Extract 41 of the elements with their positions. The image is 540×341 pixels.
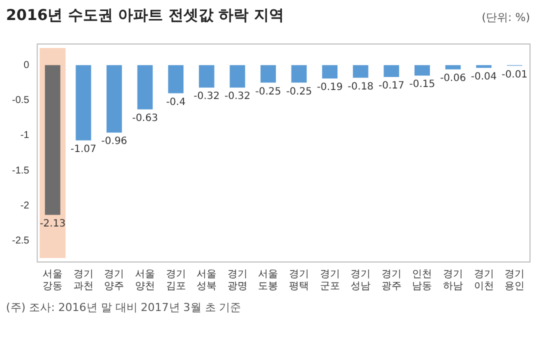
x-tick-label: 서울 양천	[135, 268, 156, 292]
data-label: -0.15	[409, 79, 436, 90]
text: (주) 조사: 2016년 말 대비 2017년 3월 초 기준	[6, 300, 242, 316]
y-tick-label: -2	[20, 200, 30, 212]
x-tick-label: 경기 하남	[443, 268, 464, 292]
data-label: -0.32	[194, 91, 220, 102]
data-label: -0.63	[132, 112, 158, 124]
y-tick-label: -0.5	[12, 95, 30, 106]
chart-title: 2016년 수도권 아파트 전셋값 하락 지역	[6, 6, 284, 25]
x-tick-label: 경기 광주	[381, 268, 402, 292]
x-tick-label: 경기 양주	[104, 268, 124, 292]
y-tick-label: -1.5	[12, 165, 30, 176]
data-label: -0.19	[316, 82, 343, 94]
x-tick-label: 서울 도봉	[258, 268, 278, 292]
data-label: -2.13	[40, 218, 66, 230]
y-tick-label: -1	[20, 130, 30, 142]
x-tick-label: 서울 성북	[196, 268, 217, 292]
y-tick-label: -2.5	[12, 236, 30, 247]
data-label: -0.01	[502, 69, 528, 80]
data-label: -0.25	[255, 86, 282, 98]
x-tick-label: 경기 평택	[289, 268, 310, 292]
data-label: -0.18	[348, 81, 374, 92]
x-tick-label: 경기 광명	[227, 268, 248, 292]
data-label: -0.17	[378, 80, 404, 92]
x-tick-label: 경기 김포	[166, 268, 186, 292]
x-tick-label: 경기 군포	[320, 268, 340, 292]
data-label: -0.96	[101, 136, 128, 148]
x-tick-label: 서울 강동	[42, 268, 63, 292]
x-tick-label: 인천 남동	[412, 268, 432, 292]
data-label: -0.06	[440, 72, 466, 84]
data-label: -0.4	[166, 96, 186, 108]
y-tick-label: 0	[24, 60, 30, 71]
chart-subtitle: (단위: %)	[482, 10, 530, 25]
x-tick-label: 경기 과천	[73, 268, 94, 292]
data-label: -0.32	[224, 91, 250, 102]
data-label: -1.07	[70, 144, 96, 155]
x-tick-label: 경기 이천	[474, 268, 494, 292]
data-label: -0.04	[470, 72, 497, 83]
data-label: -0.25	[286, 86, 312, 98]
x-tick-label: 경기 용인	[504, 268, 525, 292]
x-tick-label: 경기 성남	[350, 268, 371, 292]
